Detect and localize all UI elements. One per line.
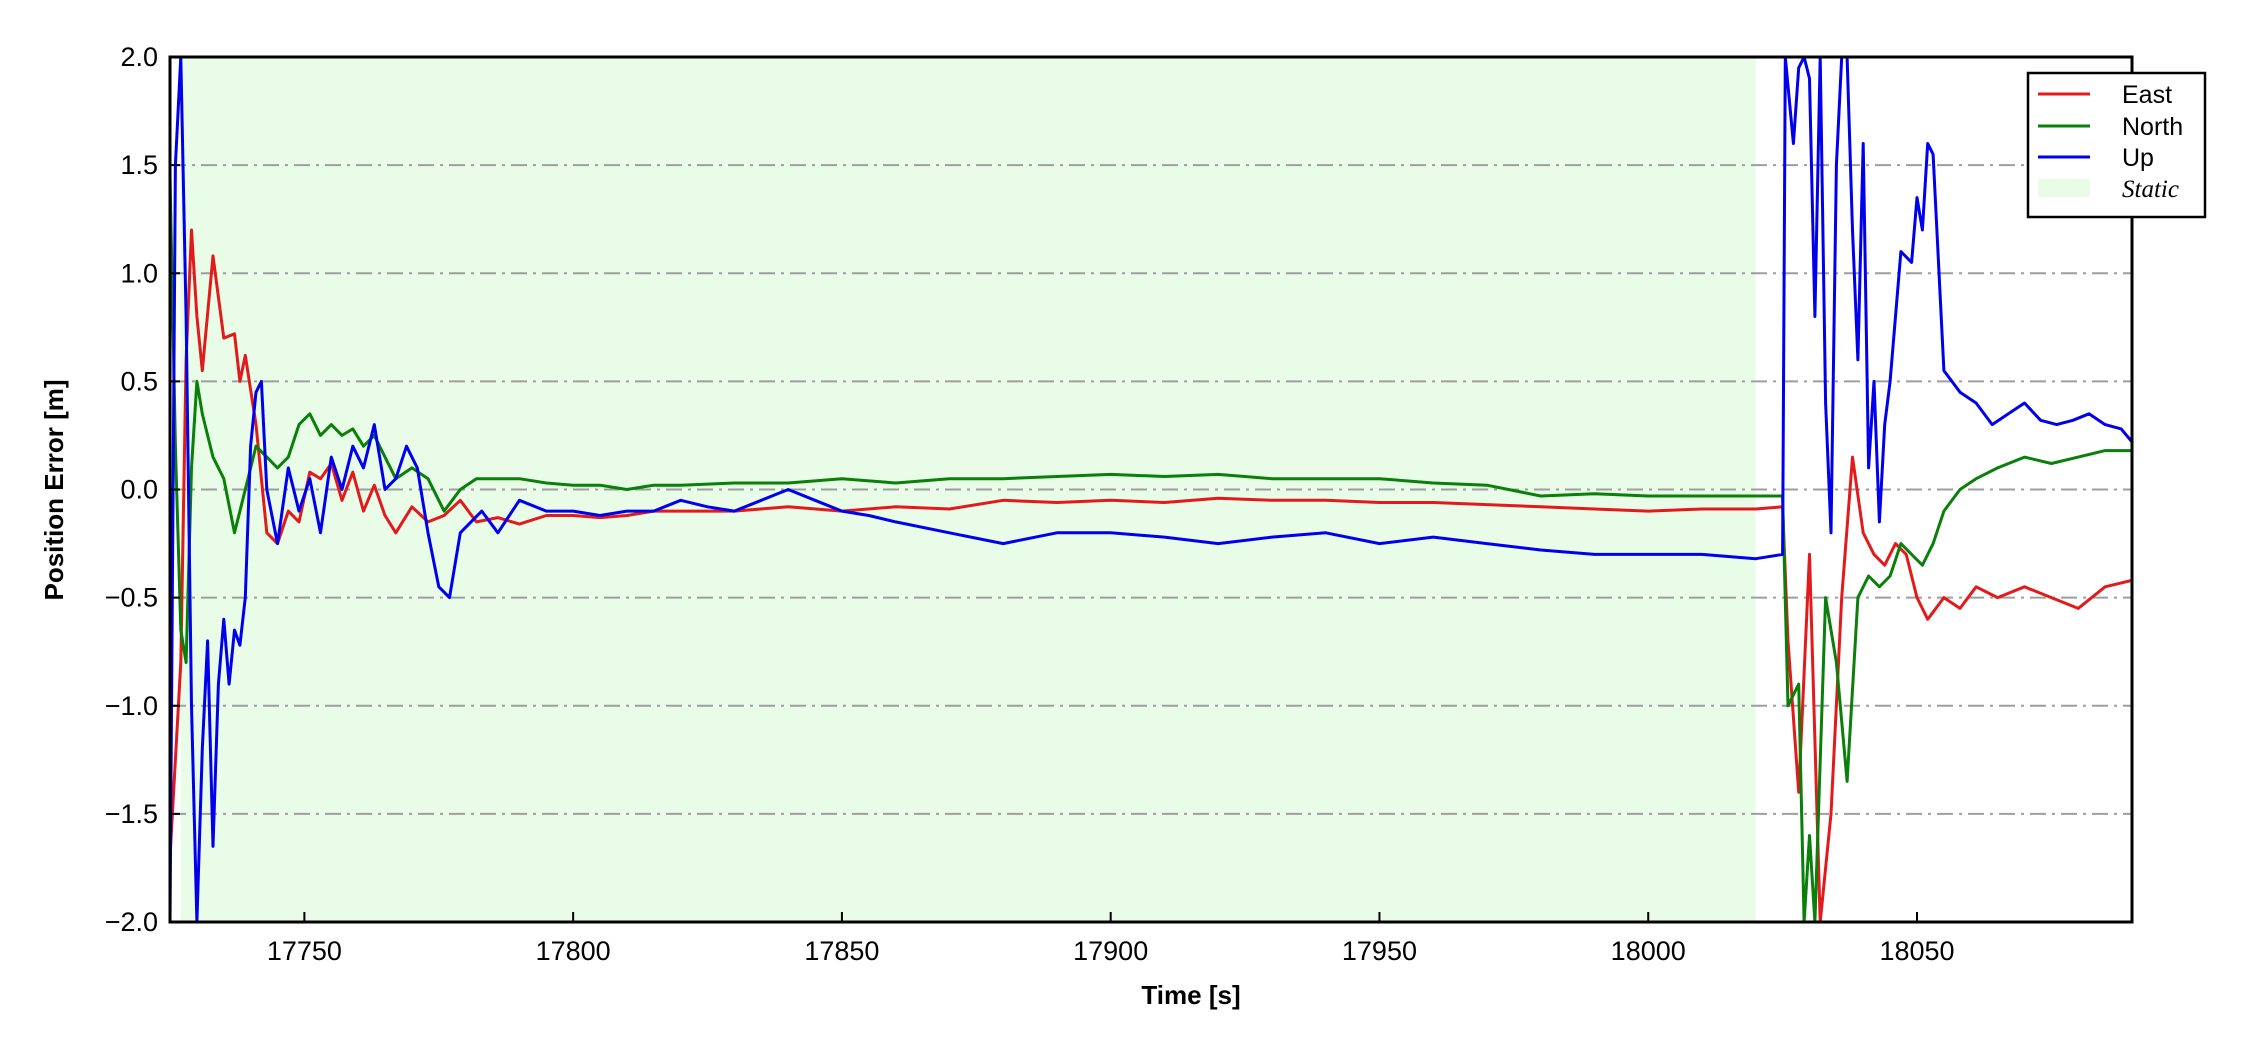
x-tick-label: 17800	[536, 936, 611, 966]
grid-lines	[170, 164, 2132, 815]
x-tick-label: 17750	[267, 936, 342, 966]
y-axis-title: Position Error [m]	[39, 379, 69, 600]
legend: East North Up Static	[2026, 71, 2207, 219]
y-tick-label: 1.5	[120, 150, 158, 180]
y-tick-label: −2.0	[105, 907, 158, 937]
y-tick-label: −1.5	[105, 799, 158, 829]
y-tick-label: 0.5	[120, 366, 158, 396]
series-line-north	[170, 175, 2132, 922]
legend-label-static: Static	[2122, 176, 2179, 203]
y-tick-label: 0.0	[120, 475, 158, 505]
x-axis-title: Time [s]	[1141, 980, 1240, 1010]
series-line-up	[170, 57, 2132, 922]
series-line-east	[170, 228, 2132, 922]
x-tick-label: 17900	[1073, 936, 1148, 966]
x-tick-label: 18000	[1611, 936, 1686, 966]
y-tick-label: −0.5	[105, 583, 158, 613]
x-tick-label: 18050	[1879, 936, 1954, 966]
axis-ticks: 17750 17800 17850 17900 17950 18000 18050 2.0 1.…	[105, 42, 1955, 966]
series-layer	[170, 57, 2132, 922]
legend-label-east: East	[2122, 81, 2172, 109]
legend-label-north: North	[2122, 113, 2183, 141]
y-tick-label: 2.0	[120, 42, 158, 72]
y-tick-label: 1.0	[120, 258, 158, 288]
x-tick-label: 17950	[1342, 936, 1417, 966]
y-tick-label: −1.0	[105, 691, 158, 721]
x-tick-label: 17850	[804, 936, 879, 966]
legend-label-up: Up	[2122, 144, 2154, 172]
legend-swatch-static	[2038, 179, 2090, 197]
